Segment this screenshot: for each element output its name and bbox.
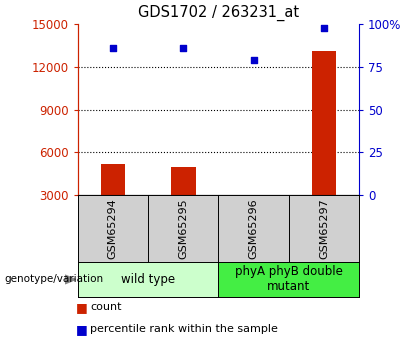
Text: percentile rank within the sample: percentile rank within the sample [90, 325, 278, 334]
Text: GSM65296: GSM65296 [249, 198, 259, 259]
Bar [171, 167, 196, 195]
Text: genotype/variation: genotype/variation [4, 275, 103, 284]
Point [110, 45, 116, 51]
Text: count: count [90, 302, 122, 312]
Text: wild type: wild type [121, 273, 175, 286]
Title: GDS1702 / 263231_at: GDS1702 / 263231_at [138, 5, 299, 21]
Text: GSM65297: GSM65297 [319, 198, 329, 259]
Point [320, 25, 327, 30]
Bar [100, 164, 125, 195]
Point [250, 57, 257, 63]
Bar [312, 51, 336, 195]
Text: ■: ■ [76, 323, 88, 336]
Polygon shape [65, 275, 76, 284]
Text: ■: ■ [76, 300, 88, 314]
Point [180, 45, 186, 51]
Text: phyA phyB double
mutant: phyA phyB double mutant [235, 265, 343, 294]
Text: GSM65295: GSM65295 [178, 198, 188, 259]
Text: GSM65294: GSM65294 [108, 198, 118, 259]
Bar [241, 195, 266, 233]
